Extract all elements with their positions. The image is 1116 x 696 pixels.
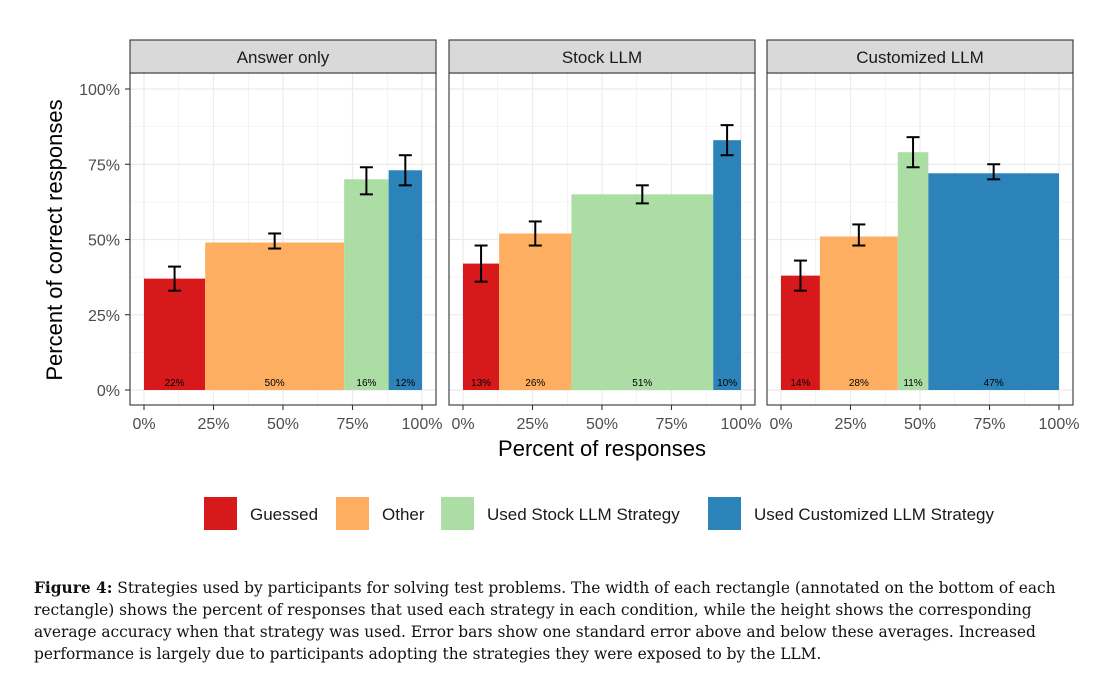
x-axis-title: Percent of responses [498, 436, 706, 461]
bar-other [819, 236, 898, 390]
x-tick-label: 100% [402, 416, 443, 433]
error-bar [852, 223, 866, 247]
panel-strip [766, 39, 1074, 74]
x-tick-label: 0% [451, 416, 474, 433]
x-tick-label: 75% [655, 416, 687, 433]
bar-width-label: 50% [265, 378, 285, 389]
bar-guessed [144, 278, 206, 390]
legend-item-used-stock-llm-strategy: Used Stock LLM Strategy [441, 497, 680, 530]
y-tick-label: 100% [79, 82, 120, 99]
legend-label: Guessed [250, 505, 318, 524]
x-tick-label: 100% [721, 416, 762, 433]
bar-width-label: 12% [395, 378, 415, 389]
x-tick-label: 25% [197, 416, 229, 433]
y-tick-label: 0% [97, 383, 120, 400]
bar-width-label: 16% [356, 378, 376, 389]
bar-used-stock-llm-strategy [897, 152, 929, 390]
x-tick-label: 50% [267, 416, 299, 433]
chart-legend: Guessed Other Used Stock LLM Strategy Used … [204, 497, 994, 530]
legend-swatch [204, 497, 237, 530]
bar-other [499, 233, 572, 390]
bar-width-label: 10% [717, 378, 737, 389]
legend-swatch [708, 497, 741, 530]
bar-used-stock-llm-strategy [344, 179, 389, 390]
bar-used-customized-llm-strategy [388, 170, 422, 390]
bar-width-label: 22% [165, 378, 185, 389]
bar-width-label: 47% [984, 378, 1004, 389]
caption-label: Figure 4: [34, 579, 113, 597]
x-tick-label: 100% [1039, 416, 1080, 433]
error-bar [268, 232, 282, 250]
panel-strip [129, 39, 437, 74]
bar-width-label: 13% [471, 378, 491, 389]
x-tick-label: 75% [336, 416, 368, 433]
error-bar [359, 166, 373, 196]
y-axis-title: Percent of correct responses [42, 99, 67, 380]
bar-other [205, 242, 345, 390]
bar-width-label: 14% [790, 378, 810, 389]
legend-label: Other [382, 505, 425, 524]
faceted-marimekko-chart: Percent of correct responses Percent of … [42, 39, 1079, 530]
x-tick-label: 25% [834, 416, 866, 433]
bar-used-customized-llm-strategy [928, 173, 1059, 390]
x-tick-label: 0% [769, 416, 792, 433]
legend-swatch [441, 497, 474, 530]
error-bar [987, 163, 1001, 181]
bar-width-label: 11% [903, 378, 922, 389]
x-axis: 0% 25% 50% 75% 100% [769, 405, 1079, 433]
caption-text: Strategies used by participants for solv… [34, 579, 1056, 663]
bar-guessed [781, 275, 820, 390]
y-tick-label: 50% [88, 233, 120, 250]
error-bar [168, 265, 182, 292]
error-bar [635, 184, 649, 205]
legend-label: Used Stock LLM Strategy [487, 505, 680, 524]
legend-swatch [336, 497, 369, 530]
panel-title: Answer only [237, 48, 330, 67]
error-bar [906, 136, 920, 169]
bar-used-customized-llm-strategy [713, 140, 741, 390]
panel-3: 14% 28% 11% 47% Customized LLM 0% 25% 50% 75% 100… [766, 39, 1079, 433]
error-bar [398, 154, 412, 187]
x-tick-label: 50% [904, 416, 936, 433]
legend-label: Used Customized LLM Strategy [754, 505, 994, 524]
bar-used-stock-llm-strategy [571, 194, 714, 390]
legend-item-guessed: Guessed [204, 497, 318, 530]
error-bar [528, 220, 542, 247]
panel-title: Stock LLM [562, 48, 642, 67]
error-bar [793, 259, 807, 292]
y-tick-label: 75% [88, 157, 120, 174]
x-axis: 0% 25% 50% 75% 100% [451, 405, 761, 433]
x-axis: 0% 25% 50% 75% 100% [132, 405, 442, 433]
panel-strip [448, 39, 756, 74]
error-bar [474, 244, 488, 283]
bar-width-label: 28% [849, 378, 869, 389]
panel-1: 22% 50% 16% 12% Answer only 0% 25% 50% 75% 100% [129, 39, 442, 433]
bar-guessed [463, 263, 500, 390]
figure-caption: Figure 4: Strategies used by participant… [34, 577, 1086, 665]
y-axis: 0% 25% 50% 75% 100% [79, 82, 130, 400]
bar-width-label: 51% [632, 378, 652, 389]
x-tick-label: 0% [132, 416, 155, 433]
panel-title: Customized LLM [856, 48, 984, 67]
legend-item-other: Other [336, 497, 425, 530]
y-tick-label: 25% [88, 308, 120, 325]
panel-2: 13% 26% 51% 10% Stock LLM 0% 25% 50% 75% 100% [448, 39, 761, 433]
x-tick-label: 75% [973, 416, 1005, 433]
error-bar [720, 124, 734, 157]
x-tick-label: 25% [516, 416, 548, 433]
legend-item-used-customized-llm-strategy: Used Customized LLM Strategy [708, 497, 994, 530]
bar-width-label: 26% [525, 378, 545, 389]
x-tick-label: 50% [586, 416, 618, 433]
